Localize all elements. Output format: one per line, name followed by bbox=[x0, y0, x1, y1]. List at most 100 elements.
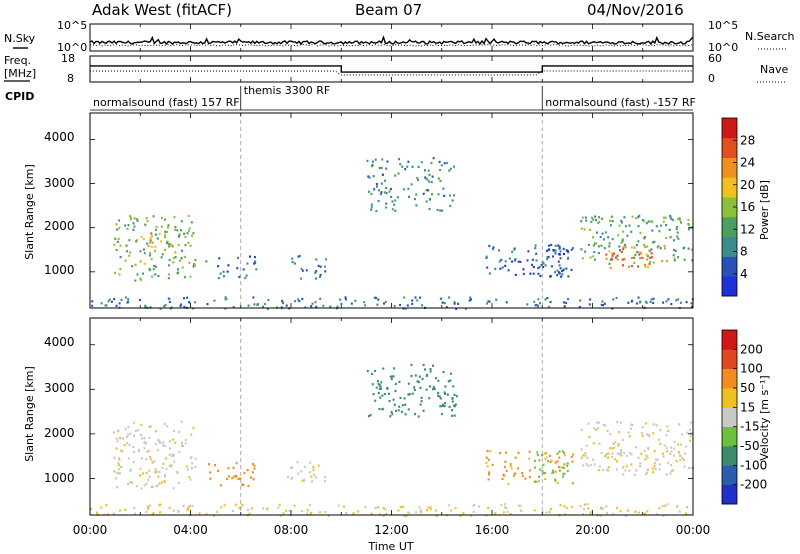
echo-cell bbox=[612, 298, 615, 301]
echo-cell bbox=[91, 304, 94, 307]
echo-cell bbox=[442, 187, 445, 190]
echo-cell bbox=[608, 262, 611, 265]
echo-cell bbox=[127, 298, 130, 301]
echo-cell bbox=[138, 448, 140, 451]
time-tick-5: 20:00 bbox=[575, 523, 610, 537]
echo-cell bbox=[494, 267, 497, 270]
echo-cell bbox=[539, 274, 542, 277]
echo-cell bbox=[432, 157, 435, 160]
echo-cell bbox=[565, 506, 568, 510]
echo-cell bbox=[118, 219, 121, 222]
power-colorbar-tick-label: 16 bbox=[740, 200, 755, 214]
echo-cell bbox=[324, 270, 327, 273]
echo-cell bbox=[119, 244, 122, 247]
echo-cell bbox=[584, 454, 587, 457]
echo-cell bbox=[390, 195, 393, 198]
echo-cell bbox=[462, 512, 465, 515]
echo-cell bbox=[370, 206, 373, 209]
echo-cell bbox=[691, 259, 694, 262]
echo-cell bbox=[174, 226, 177, 229]
echo-cell bbox=[372, 175, 375, 178]
echo-cell bbox=[446, 393, 449, 396]
echo-cell bbox=[141, 457, 143, 460]
noise-sky-line bbox=[89, 35, 694, 46]
echo-cell bbox=[154, 228, 157, 232]
echo-cell bbox=[167, 277, 170, 280]
velocity-ytick-1000: 1000 bbox=[44, 471, 75, 485]
echo-cell bbox=[118, 302, 121, 305]
echo-cell bbox=[343, 505, 345, 508]
echo-cell bbox=[679, 454, 682, 457]
echo-cell bbox=[166, 425, 169, 428]
echo-cell bbox=[669, 452, 672, 455]
echo-cell bbox=[440, 164, 443, 167]
echo-cell bbox=[443, 302, 446, 305]
echo-cell bbox=[665, 224, 668, 227]
echo-cell bbox=[179, 304, 182, 308]
echo-cell bbox=[114, 477, 117, 480]
noise-left-tick-top: 10^5 bbox=[57, 19, 87, 32]
echo-cell bbox=[118, 472, 120, 475]
echo-cell bbox=[504, 260, 507, 263]
echo-cell bbox=[310, 475, 313, 478]
echo-cell bbox=[416, 177, 419, 180]
echo-cell bbox=[601, 468, 604, 472]
echo-cell bbox=[171, 455, 174, 458]
echo-cell bbox=[549, 460, 552, 463]
echo-cell bbox=[565, 267, 568, 270]
echo-cell bbox=[430, 162, 433, 165]
echo-cell bbox=[152, 215, 155, 218]
echo-cell bbox=[528, 457, 531, 460]
echo-cell bbox=[408, 511, 410, 514]
echo-cell bbox=[354, 299, 357, 302]
echo-cell bbox=[392, 375, 395, 378]
date-title: 04/Nov/2016 bbox=[587, 1, 684, 19]
echo-cell bbox=[565, 301, 568, 305]
echo-cell bbox=[245, 274, 248, 277]
echo-cell bbox=[673, 248, 675, 251]
echo-cell bbox=[644, 265, 647, 268]
echo-cell bbox=[186, 232, 189, 235]
echo-cell bbox=[153, 264, 156, 267]
echo-cell bbox=[652, 423, 655, 426]
nave-tick-bottom: 0 bbox=[708, 72, 715, 85]
echo-cell bbox=[126, 435, 129, 438]
echo-cell bbox=[433, 387, 436, 390]
velocity-colorbar-tick-label: 15 bbox=[740, 400, 755, 414]
echo-cell bbox=[457, 302, 460, 305]
echo-cell bbox=[383, 191, 386, 194]
power-colorbar-tick-label: 20 bbox=[740, 178, 755, 192]
echo-cell bbox=[384, 206, 387, 209]
echo-cell bbox=[664, 504, 667, 507]
echo-cell bbox=[173, 256, 176, 260]
echo-cell bbox=[146, 450, 149, 453]
echo-cell bbox=[441, 209, 444, 212]
echo-cell bbox=[653, 450, 656, 453]
echo-cell bbox=[600, 451, 603, 454]
echo-cell bbox=[107, 300, 110, 303]
echo-cell bbox=[579, 504, 582, 508]
echo-cell bbox=[628, 265, 630, 268]
echo-cell bbox=[181, 249, 183, 252]
echo-cell bbox=[415, 511, 418, 514]
echo-cell bbox=[255, 268, 258, 271]
echo-cell bbox=[453, 405, 456, 408]
echo-cell bbox=[133, 450, 136, 454]
echo-cell bbox=[662, 216, 665, 219]
echo-cell bbox=[155, 226, 158, 229]
echo-cell bbox=[470, 298, 472, 301]
echo-cell bbox=[148, 254, 151, 257]
echo-cell bbox=[451, 400, 454, 403]
nave-line bbox=[90, 70, 693, 76]
echo-cell bbox=[139, 260, 142, 263]
echo-cell bbox=[117, 463, 120, 467]
echo-cell bbox=[160, 256, 163, 259]
echo-cell bbox=[652, 432, 655, 435]
echo-cell bbox=[171, 453, 174, 456]
echo-cell bbox=[495, 298, 498, 301]
echo-cell bbox=[571, 482, 574, 485]
echo-cell bbox=[129, 468, 132, 471]
echo-cell bbox=[168, 264, 170, 267]
echo-cell bbox=[677, 256, 680, 259]
echo-cell bbox=[514, 273, 517, 276]
